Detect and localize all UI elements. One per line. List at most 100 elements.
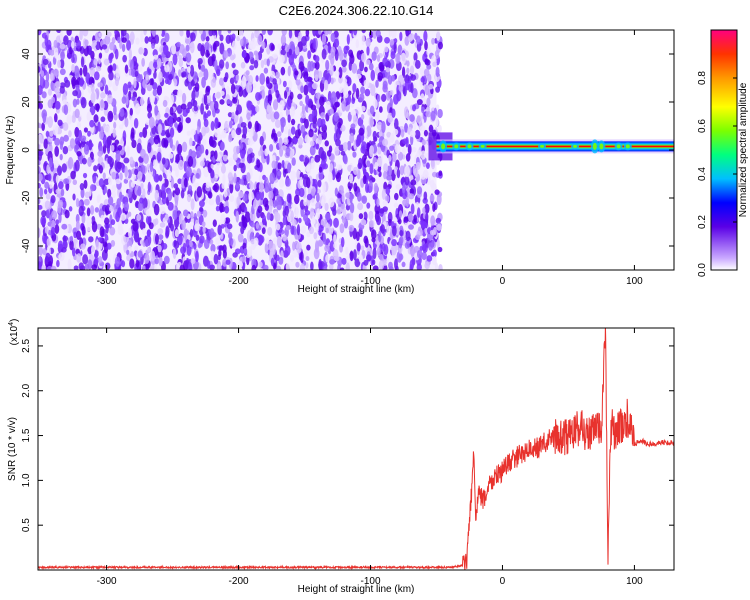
noise-blob xyxy=(409,244,416,257)
noise-blob xyxy=(297,128,302,137)
noise-blob xyxy=(403,106,409,119)
noise-blob xyxy=(304,75,308,83)
noise-blob xyxy=(181,219,186,231)
noise-blob xyxy=(280,116,286,128)
noise-blob xyxy=(214,167,220,179)
noise-blob xyxy=(88,48,92,56)
noise-blob xyxy=(303,213,309,222)
snr-xlabel: Height of straight line (km) xyxy=(298,584,415,595)
noise-blob xyxy=(157,123,163,135)
noise-blob xyxy=(102,143,107,154)
noise-blob xyxy=(169,94,175,104)
noise-blob xyxy=(349,202,355,214)
noise-blob xyxy=(397,151,404,161)
noise-blob xyxy=(215,194,221,206)
noise-blob xyxy=(199,160,205,167)
colorbar-tick-label: 0.2 xyxy=(697,215,708,229)
noise-blob xyxy=(357,162,363,170)
noise-blob xyxy=(305,94,310,106)
noise-blob xyxy=(112,128,117,138)
noise-blob xyxy=(228,133,233,143)
noise-blob xyxy=(372,265,379,270)
noise-blob xyxy=(407,213,414,222)
noise-blob xyxy=(82,172,88,179)
noise-blob xyxy=(70,170,76,180)
noise-blob xyxy=(153,134,160,145)
noise-blob xyxy=(180,189,185,199)
noise-blob xyxy=(83,127,88,133)
noise-blob xyxy=(126,239,133,249)
noise-blob xyxy=(339,124,346,132)
noise-blob xyxy=(164,112,169,118)
noise-blob xyxy=(47,88,53,96)
noise-blob xyxy=(263,67,269,74)
snr-axes: -300 -200 -100 0 100 0.5 1.0 1.5 2.0 2.5 xyxy=(21,328,674,587)
noise-blob xyxy=(360,219,367,226)
noise-blob xyxy=(94,103,100,111)
noise-blob xyxy=(203,239,210,250)
noise-blob xyxy=(145,173,151,182)
noise-blob xyxy=(97,150,103,157)
noise-blob xyxy=(393,192,399,201)
noise-blob xyxy=(140,30,144,43)
noise-blob xyxy=(246,112,251,121)
noise-blob xyxy=(435,115,439,127)
noise-blob xyxy=(219,34,224,42)
noise-blob xyxy=(164,78,169,85)
noise-blob xyxy=(382,200,388,206)
noise-blob xyxy=(199,206,204,212)
noise-blob xyxy=(385,90,391,101)
noise-blob xyxy=(285,177,291,187)
noise-blob xyxy=(235,74,240,82)
noise-blob xyxy=(352,115,358,127)
noise-blob xyxy=(50,265,57,270)
noise-blob xyxy=(153,70,157,79)
noise-blob xyxy=(225,61,230,70)
noise-blob xyxy=(290,109,294,117)
noise-blob xyxy=(413,214,417,223)
noise-blob xyxy=(152,61,158,69)
noise-blob xyxy=(210,231,217,238)
noise-blob xyxy=(334,146,340,157)
noise-blob xyxy=(423,68,430,77)
noise-blob xyxy=(310,157,315,170)
noise-blob xyxy=(321,33,327,45)
noise-blob xyxy=(64,209,70,219)
snr-series-line xyxy=(38,328,674,570)
noise-blob xyxy=(362,174,367,185)
noise-blob xyxy=(181,92,187,103)
noise-blob xyxy=(353,30,358,36)
noise-blob xyxy=(380,224,385,234)
noise-blob xyxy=(170,223,174,232)
noise-blob xyxy=(216,134,223,141)
noise-blob xyxy=(388,30,393,38)
noise-blob xyxy=(156,85,163,96)
noise-blob xyxy=(250,41,256,50)
noise-blob xyxy=(227,112,233,118)
noise-blob xyxy=(215,91,221,99)
spectrogram-xlabel: Height of straight line (km) xyxy=(298,284,415,295)
noise-blob xyxy=(144,36,149,44)
noise-blob xyxy=(97,121,101,132)
noise-blob xyxy=(436,104,440,111)
signal-burst-core xyxy=(616,144,621,149)
noise-blob xyxy=(92,173,97,184)
noise-blob xyxy=(147,142,152,154)
noise-blob xyxy=(62,122,69,131)
noise-blob xyxy=(277,170,282,177)
noise-blob xyxy=(264,182,270,193)
noise-blob xyxy=(271,53,278,59)
noise-blob xyxy=(366,160,371,168)
noise-blob xyxy=(250,238,256,245)
noise-blob xyxy=(177,124,182,134)
noise-blob xyxy=(106,94,113,105)
noise-blob xyxy=(255,222,260,230)
noise-blob xyxy=(75,72,80,79)
noise-blob xyxy=(195,234,200,241)
noise-blob xyxy=(193,242,197,250)
noise-blob xyxy=(107,155,113,165)
noise-blob xyxy=(415,35,421,45)
noise-blob xyxy=(108,53,113,61)
noise-blob xyxy=(38,182,41,189)
noise-blob xyxy=(371,51,377,61)
